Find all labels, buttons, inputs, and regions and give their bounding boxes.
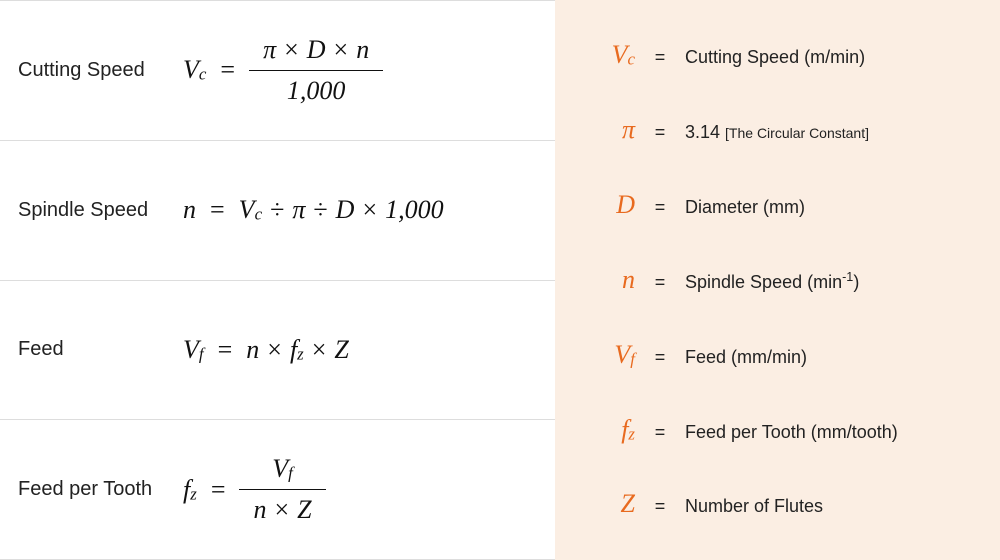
legend-symbol: Z bbox=[575, 489, 635, 519]
tok: × bbox=[274, 495, 289, 525]
formulas-panel: Cutting Speed Vc = π × D × n 1,000 bbox=[0, 0, 555, 560]
sym-main: V bbox=[612, 40, 628, 69]
legend-description: Number of Flutes bbox=[685, 496, 823, 517]
legend-symbol: π bbox=[575, 115, 635, 145]
tok: Vc bbox=[239, 195, 262, 225]
tok: × bbox=[362, 195, 377, 225]
legend-row-d: D = Diameter (mm) bbox=[575, 190, 980, 220]
legend-desc-text: Spindle Speed (min bbox=[685, 272, 842, 292]
tok: × bbox=[267, 335, 282, 365]
formula-equation: n = Vc ÷ π ÷ D × 1,000 bbox=[183, 195, 444, 225]
legend-sup: -1 bbox=[842, 270, 853, 284]
tok: π bbox=[292, 195, 305, 225]
var-sub: z bbox=[190, 484, 197, 503]
legend-equals: = bbox=[635, 272, 685, 293]
sym-main: V bbox=[614, 340, 630, 369]
formula-lhs: Vf bbox=[183, 335, 204, 365]
formula-row-spindle-speed: Spindle Speed n = Vc ÷ π ÷ D × 1,000 bbox=[0, 140, 555, 280]
legend-equals: = bbox=[635, 347, 685, 368]
tok: × bbox=[334, 35, 349, 65]
tok: Z bbox=[297, 495, 311, 525]
formula-lhs: Vc bbox=[183, 55, 206, 85]
legend-equals: = bbox=[635, 47, 685, 68]
legend-equals: = bbox=[635, 422, 685, 443]
sym-sub: z bbox=[628, 424, 635, 443]
var-sub: c bbox=[199, 65, 207, 84]
var-main: V bbox=[183, 55, 199, 84]
legend-description: Diameter (mm) bbox=[685, 197, 805, 218]
formula-label: Feed per Tooth bbox=[18, 478, 183, 501]
tok: n bbox=[356, 35, 369, 65]
legend-symbol: Vf bbox=[575, 340, 635, 370]
equals-sign: = bbox=[210, 195, 225, 225]
legend-row-z: Z = Number of Flutes bbox=[575, 489, 980, 519]
equals-sign: = bbox=[218, 335, 233, 365]
formula-equation: Vf = n × fz × Z bbox=[183, 335, 349, 365]
tok: ÷ bbox=[313, 195, 327, 225]
tok: Vf bbox=[272, 454, 293, 484]
tok: × bbox=[312, 335, 327, 365]
fraction-numerator: π × D × n bbox=[249, 30, 383, 70]
legend-row-pi: π = 3.14 [The Circular Constant] bbox=[575, 115, 980, 145]
legend-description: Feed (mm/min) bbox=[685, 347, 807, 368]
tok: D bbox=[307, 35, 326, 65]
var-main: n bbox=[183, 195, 196, 224]
legend-equals: = bbox=[635, 496, 685, 517]
formula-row-cutting-speed: Cutting Speed Vc = π × D × n 1,000 bbox=[0, 0, 555, 140]
fraction-denominator: n × Z bbox=[239, 490, 325, 530]
legend-equals: = bbox=[635, 122, 685, 143]
sym-main: n bbox=[622, 265, 635, 294]
tok: × bbox=[284, 35, 299, 65]
equals-sign: = bbox=[220, 55, 235, 85]
var-sub: f bbox=[199, 345, 204, 364]
legend-description: 3.14 [The Circular Constant] bbox=[685, 122, 869, 143]
fraction: π × D × n 1,000 bbox=[249, 30, 383, 111]
formula-label: Cutting Speed bbox=[18, 59, 183, 82]
formula-row-feed-per-tooth: Feed per Tooth fz = Vf n × Z bbox=[0, 419, 555, 560]
legend-symbol: D bbox=[575, 190, 635, 220]
formula-lhs: fz bbox=[183, 475, 197, 505]
legend-equals: = bbox=[635, 197, 685, 218]
fraction: Vf n × Z bbox=[239, 449, 325, 530]
legend-description: Feed per Tooth (mm/tooth) bbox=[685, 422, 898, 443]
tok: D bbox=[336, 195, 355, 225]
formula-equation: fz = Vf n × Z bbox=[183, 449, 326, 530]
legend-symbol: Vc bbox=[575, 40, 635, 70]
legend-panel: Vc = Cutting Speed (m/min) π = 3.14 [The… bbox=[555, 0, 1000, 560]
sym-main: D bbox=[616, 190, 635, 219]
legend-note: [The Circular Constant] bbox=[725, 125, 869, 141]
legend-symbol: n bbox=[575, 265, 635, 295]
legend-row-fz: fz = Feed per Tooth (mm/tooth) bbox=[575, 415, 980, 445]
legend-row-n: n = Spindle Speed (min-1) bbox=[575, 265, 980, 295]
legend-description: Spindle Speed (min-1) bbox=[685, 270, 859, 293]
tok: ÷ bbox=[270, 195, 284, 225]
fraction-numerator: Vf bbox=[258, 449, 307, 489]
legend-row-vf: Vf = Feed (mm/min) bbox=[575, 340, 980, 370]
legend-symbol: fz bbox=[575, 415, 635, 445]
legend-desc-text: 3.14 bbox=[685, 122, 725, 142]
tok: 1,000 bbox=[385, 195, 444, 225]
legend-description: Cutting Speed (m/min) bbox=[685, 47, 865, 68]
tok: fz bbox=[290, 335, 304, 365]
fraction-denominator: 1,000 bbox=[273, 71, 360, 111]
formula-label: Spindle Speed bbox=[18, 199, 183, 222]
tok: 1,000 bbox=[287, 76, 346, 106]
sym-main: Z bbox=[621, 489, 635, 518]
tok: n bbox=[246, 335, 259, 365]
tok: Z bbox=[334, 335, 348, 365]
sym-sub: c bbox=[628, 50, 636, 69]
formula-label: Feed bbox=[18, 338, 183, 361]
formula-lhs: n bbox=[183, 195, 196, 225]
legend-desc-tail: ) bbox=[853, 272, 859, 292]
tok: π bbox=[263, 35, 276, 65]
legend-row-vc: Vc = Cutting Speed (m/min) bbox=[575, 40, 980, 70]
tok: n bbox=[253, 495, 266, 525]
equals-sign: = bbox=[211, 475, 226, 505]
formula-row-feed: Feed Vf = n × fz × Z bbox=[0, 280, 555, 420]
sym-main: π bbox=[622, 115, 635, 144]
formula-equation: Vc = π × D × n 1,000 bbox=[183, 30, 383, 111]
var-main: V bbox=[183, 335, 199, 364]
